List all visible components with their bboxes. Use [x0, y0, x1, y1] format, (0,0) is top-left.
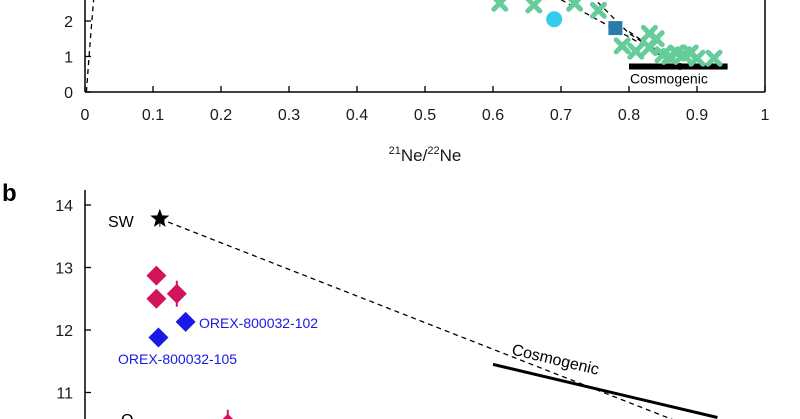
y-tick-label: 14 — [55, 198, 73, 215]
diamond-point — [175, 311, 196, 332]
panel-a: 0 0.1 0.2 0.3 0.4 0.5 0.6 0.7 0.8 0.9 1 0 1 2 Cosmog… — [64, 0, 770, 165]
x-tick-label: 0.2 — [210, 107, 232, 124]
y-tick-label: 1 — [64, 50, 73, 67]
x-title-sup-21: 21 — [389, 145, 401, 157]
star-point — [150, 208, 170, 227]
x-tick-label: 0.6 — [482, 107, 504, 124]
diamond-point — [146, 265, 167, 286]
x-tick-label: 0.3 — [278, 107, 300, 124]
y-tick-label: 13 — [55, 261, 73, 278]
end-member-point — [676, 62, 684, 70]
orex-800032-102-label: OREX-800032-102 — [199, 315, 318, 331]
panel-a-x-axis-title: 21Ne/22Ne — [389, 145, 462, 165]
diamond-point — [222, 413, 234, 419]
mixing-line — [85, 0, 95, 93]
cosmogenic-line — [492, 362, 718, 419]
square-point — [608, 21, 623, 36]
cross-point — [640, 39, 658, 57]
x-tick-label: 0.1 — [142, 107, 164, 124]
diamond-point — [166, 283, 187, 304]
panel-a-points — [491, 0, 723, 70]
cross-point — [589, 1, 607, 19]
x-tick-label: 0.4 — [346, 107, 368, 124]
cross-point — [688, 49, 706, 67]
y-tick-label: 0 — [64, 85, 73, 102]
diamond-point — [148, 327, 169, 348]
x-title-ne-slash: Ne/ — [401, 146, 428, 165]
panel-b-y-ticks: 11 12 13 14 — [55, 198, 91, 403]
x-tick-label: 0.5 — [414, 107, 436, 124]
y-tick-label: 2 — [64, 14, 73, 31]
diamond-point — [146, 288, 167, 309]
circle-point — [546, 11, 563, 28]
cross-point — [613, 37, 631, 55]
x-tick-label: 0.7 — [550, 107, 572, 124]
orex-800032-105-label: OREX-800032-105 — [118, 351, 237, 367]
cross-point — [525, 0, 543, 14]
x-title-ne: Ne — [440, 146, 462, 165]
x-tick-label: 1 — [761, 107, 770, 124]
y-tick-label: 12 — [55, 323, 73, 340]
cross-point — [705, 49, 723, 67]
panel-a-cosmogenic-label: Cosmogenic — [630, 70, 708, 86]
panel-b-letter: b — [2, 180, 17, 207]
panel-a-x-ticks: 0 0.1 0.2 0.3 0.4 0.5 0.6 0.7 0.8 0.9 1 — [81, 86, 770, 124]
panel-b-points — [146, 208, 234, 419]
q-label: Q — [121, 412, 133, 419]
cross-point — [491, 0, 509, 12]
panel-a-y-ticks: 0 1 2 — [64, 14, 91, 102]
panel-b-mixing-lines — [159, 218, 718, 419]
x-title-sup-22: 22 — [427, 145, 439, 157]
x-tick-label: 0.9 — [686, 107, 708, 124]
mixing-line — [628, 31, 681, 67]
x-tick-label: 0 — [81, 107, 90, 124]
cross-point — [627, 42, 645, 60]
y-tick-label: 11 — [56, 386, 73, 403]
cross-point — [566, 0, 584, 12]
sw-label: SW — [108, 214, 135, 231]
x-tick-label: 0.8 — [618, 107, 640, 124]
panel-a-mixing-lines — [85, 0, 681, 93]
